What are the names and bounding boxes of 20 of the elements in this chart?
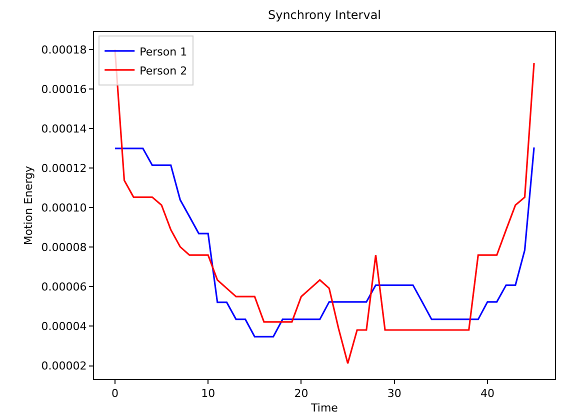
y-tick-label: 0.00002 xyxy=(41,360,87,373)
legend-label: Person 1 xyxy=(140,45,188,58)
y-axis-title: Motion Energy xyxy=(22,165,35,246)
chart-title: Synchrony Interval xyxy=(268,8,382,22)
x-tick-label: 0 xyxy=(111,387,118,400)
x-tick-label: 40 xyxy=(480,387,494,400)
y-tick-label: 0.00016 xyxy=(41,82,87,96)
x-tick-label: 20 xyxy=(294,387,308,400)
y-tick-label: 0.00010 xyxy=(41,202,87,215)
legend-label: Person 2 xyxy=(140,64,188,78)
x-tick-label: 10 xyxy=(201,387,216,400)
y-tick-label: 0.00014 xyxy=(41,122,87,136)
y-tick-label: 0.00012 xyxy=(41,162,87,175)
y-tick-label: 0.00008 xyxy=(41,241,87,254)
y-tick-label: 0.00018 xyxy=(41,43,87,56)
y-tick-label: 0.00006 xyxy=(41,280,87,294)
line-series xyxy=(114,146,535,338)
y-tick-label: 0.00004 xyxy=(41,320,87,334)
x-axis-title: Time xyxy=(310,401,338,414)
x-tick-label: 30 xyxy=(387,387,402,400)
